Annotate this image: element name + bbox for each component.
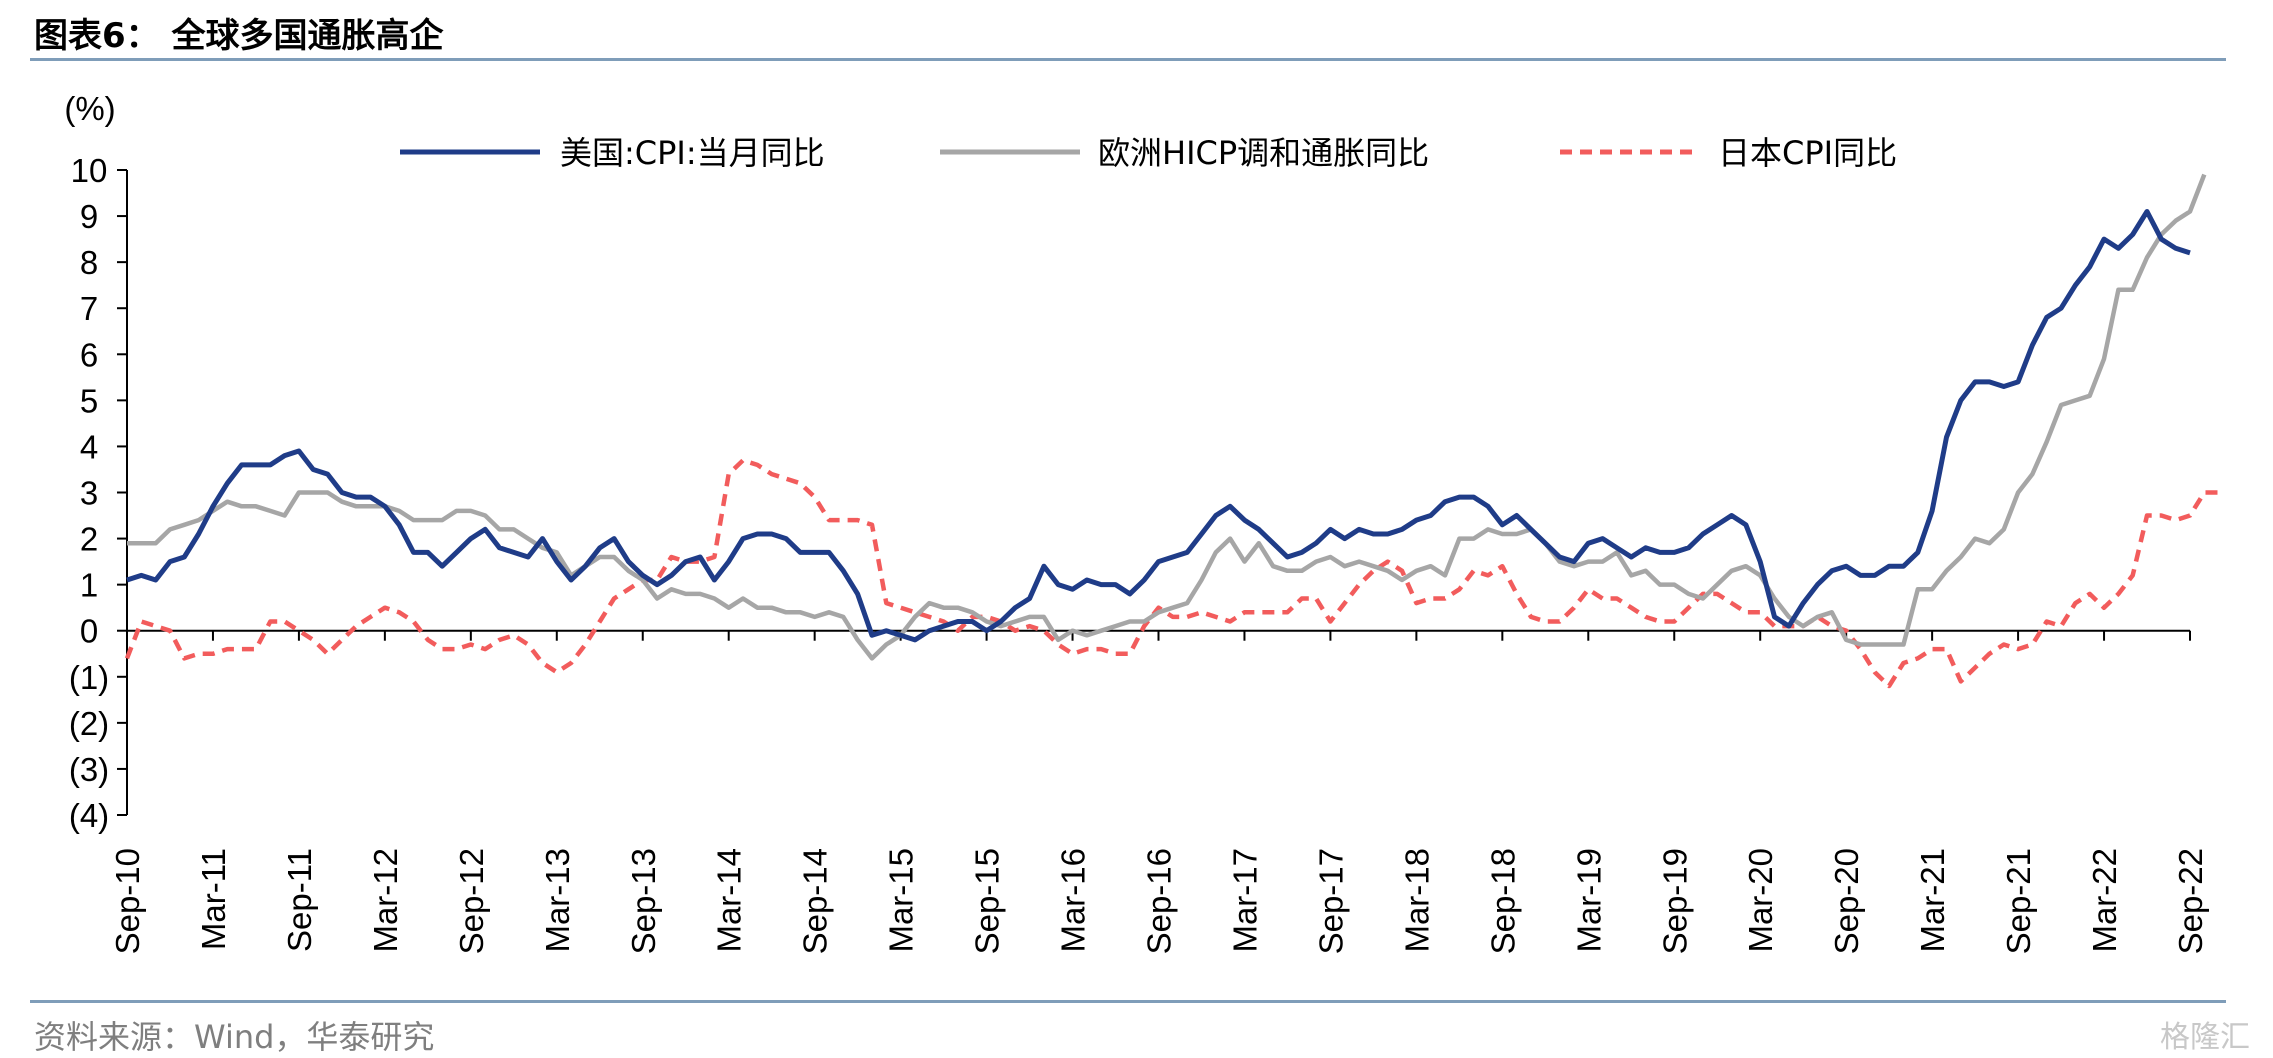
watermark-logo: 格隆汇: [2160, 1020, 2250, 1055]
y-tick-label: 8: [80, 244, 98, 281]
title-divider: [30, 58, 2226, 61]
x-tick-label: Sep-17: [1312, 848, 1349, 954]
line-chart: (%) 美国:CPI:当月同比 欧洲HICP调和通胀同比 日本CPI同比 10987…: [64, 90, 2219, 954]
series-layer: [124, 173, 2219, 689]
x-tick-label: Mar-18: [1398, 848, 1435, 953]
legend-label-2: 欧洲HICP调和通胀同比: [1098, 134, 1429, 172]
x-tick-label: Mar-11: [195, 848, 232, 950]
x-tick-label: Mar-14: [711, 848, 748, 953]
series-line-3: [124, 458, 2219, 689]
y-tick-label: 2: [80, 521, 98, 558]
x-tick-label: Sep-12: [453, 848, 490, 954]
legend-label-1: 美国:CPI:当月同比: [560, 134, 825, 172]
x-tick-label: Sep-21: [2000, 848, 2037, 954]
series-line-2: [127, 173, 2207, 661]
source-divider: [30, 1000, 2226, 1003]
y-tick-label: (2): [69, 705, 109, 742]
legend-label-3: 日本CPI同比: [1718, 134, 1897, 172]
y-tick-label: 4: [80, 428, 98, 465]
x-tick-label: Mar-21: [1914, 848, 1951, 953]
y-tick-label: (1): [69, 659, 109, 696]
y-tick-label: 6: [80, 336, 98, 373]
x-tick-label: Sep-14: [797, 848, 834, 954]
x-tick-label: Sep-15: [969, 848, 1006, 954]
y-axis-unit-label: (%): [64, 90, 115, 127]
y-tick-label: 1: [80, 567, 98, 604]
x-tick-label: Mar-19: [1570, 848, 1607, 953]
chart-title: 图表6： 全球多国通胀高企: [34, 16, 444, 56]
x-tick-label: Mar-22: [2086, 848, 2123, 953]
y-tick-label: 0: [80, 613, 98, 650]
legend: 美国:CPI:当月同比 欧洲HICP调和通胀同比 日本CPI同比: [400, 134, 1897, 172]
x-tick-label: Sep-11: [281, 848, 318, 952]
x-tick-label: Mar-17: [1226, 848, 1263, 953]
x-tick-label: Sep-22: [2172, 848, 2209, 954]
y-tick-label: (4): [69, 797, 109, 834]
x-tick-label: Mar-20: [1742, 848, 1779, 953]
x-tick-label: Mar-15: [883, 848, 920, 953]
y-tick-label: 3: [80, 475, 98, 512]
y-tick-label: 9: [80, 198, 98, 235]
x-tick-label: Sep-19: [1656, 848, 1693, 954]
x-tick-label: Mar-13: [539, 848, 576, 953]
y-tick-label: 7: [80, 290, 98, 327]
y-tick-label: 5: [80, 382, 98, 419]
x-tick-label: Mar-12: [367, 848, 404, 953]
source-note: 资料来源：Wind，华泰研究: [34, 1018, 435, 1056]
y-tick-label: (3): [69, 751, 109, 788]
x-tick-label: Sep-18: [1484, 848, 1521, 954]
y-tick-label: 10: [71, 152, 108, 189]
x-tick-label: Sep-20: [1828, 848, 1865, 954]
x-tick-label: Sep-10: [109, 848, 146, 954]
x-tick-label: Mar-16: [1055, 848, 1092, 953]
x-tick-label: Sep-13: [625, 848, 662, 954]
x-tick-label: Sep-16: [1141, 848, 1178, 954]
series-line-1: [126, 209, 2191, 643]
